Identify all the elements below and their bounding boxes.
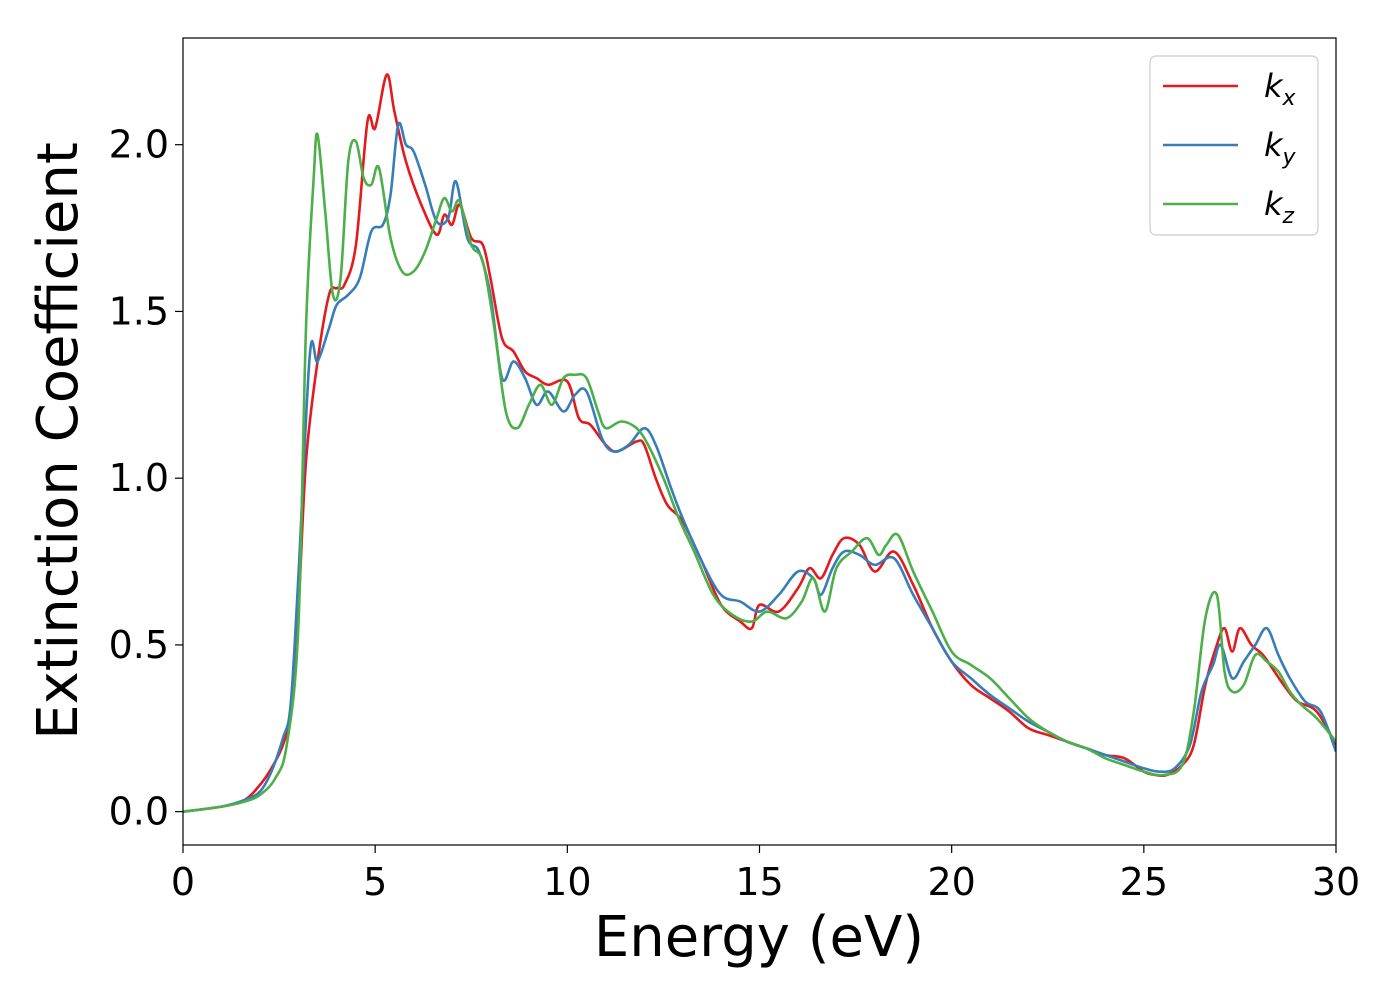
y-tick-label: 0.0 bbox=[109, 790, 169, 834]
x-tick-label: 30 bbox=[1312, 860, 1360, 904]
y-tick-label: 2.0 bbox=[109, 123, 169, 167]
series-line-y bbox=[183, 121, 1336, 813]
x-tick-label: 20 bbox=[927, 860, 975, 904]
y-axis-ticks: 0.0 0.5 1.0 1.5 2.0 bbox=[109, 123, 183, 834]
y-tick-label: 1.5 bbox=[109, 289, 169, 333]
legend-label-z: kz bbox=[1264, 185, 1295, 229]
x-tick-label: 25 bbox=[1120, 860, 1168, 904]
x-tick-label: 15 bbox=[735, 860, 783, 904]
y-tick-label: 0.5 bbox=[109, 623, 169, 667]
y-tick-label: 1.0 bbox=[109, 456, 169, 500]
series-layer bbox=[183, 73, 1336, 813]
x-tick-label: 10 bbox=[543, 860, 591, 904]
legend-label-x: kx bbox=[1264, 67, 1297, 111]
legend-label-y: ky bbox=[1264, 126, 1297, 170]
x-axis-ticks: 0 5 10 15 20 25 30 bbox=[171, 845, 1360, 904]
x-tick-label: 5 bbox=[363, 860, 387, 904]
y-axis-title: Extinction Coefficient bbox=[26, 142, 91, 740]
x-axis-title: Energy (eV) bbox=[594, 905, 924, 970]
x-tick-label: 0 bbox=[171, 860, 195, 904]
legend-entries: kx ky kz bbox=[1163, 67, 1297, 229]
legend: kx ky kz bbox=[1149, 55, 1319, 236]
series-line-z bbox=[183, 132, 1336, 813]
